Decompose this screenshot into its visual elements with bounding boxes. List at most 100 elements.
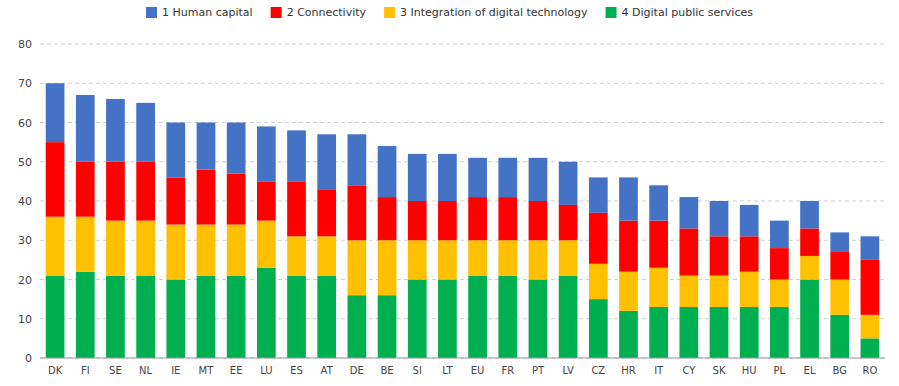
bar-segment <box>498 158 517 197</box>
bar-segment <box>559 205 578 240</box>
bar-segment <box>800 256 819 280</box>
x-tick-label: EE <box>230 365 243 376</box>
bar-segment <box>257 268 276 358</box>
bar-segment <box>529 201 548 240</box>
bar-segment <box>861 236 880 260</box>
bar-segment <box>830 315 849 358</box>
x-tick-label: BG <box>833 365 847 376</box>
bar-segment <box>227 174 246 225</box>
bar-segment <box>740 272 759 307</box>
bar-segment <box>649 268 668 307</box>
bar-segment <box>649 221 668 268</box>
bar-segment <box>197 170 216 225</box>
legend-swatch <box>384 7 395 18</box>
bar-segment <box>800 228 819 255</box>
bar-segment <box>227 276 246 358</box>
legend-swatch <box>271 7 282 18</box>
bar-segment <box>257 126 276 181</box>
bar-segment <box>46 217 65 276</box>
bar-segment <box>468 240 487 275</box>
bar-segment <box>46 83 65 142</box>
x-tick-label: IE <box>171 365 180 376</box>
bar-segment <box>589 264 608 299</box>
bar-segment <box>710 276 729 307</box>
grid <box>40 44 885 358</box>
bar-segment <box>830 280 849 315</box>
bar-segment <box>710 307 729 358</box>
bar-segment <box>76 272 95 358</box>
bar-segment <box>378 197 397 240</box>
legend-item: 4 Digital public services <box>606 6 754 19</box>
bar-segment <box>861 315 880 339</box>
x-tick-label: RO <box>862 365 877 376</box>
grid-line <box>40 44 885 45</box>
x-tick-label: SI <box>413 365 422 376</box>
bar-segment <box>136 276 155 358</box>
y-tick-label: 0 <box>25 352 32 365</box>
bar-segment <box>619 177 638 220</box>
bar-segment <box>166 123 185 178</box>
x-tick-label: LU <box>260 365 272 376</box>
legend-label: 2 Connectivity <box>287 6 367 19</box>
bar-segment <box>770 280 789 307</box>
bar-segment <box>76 162 95 217</box>
legend-swatch <box>606 7 617 18</box>
bar-segment <box>106 99 125 162</box>
bar-segment <box>46 276 65 358</box>
bar-segment <box>770 307 789 358</box>
bar-segment <box>197 123 216 170</box>
bar-segment <box>257 181 276 220</box>
bar-segment <box>498 240 517 275</box>
bar-segment <box>438 201 457 240</box>
x-tick-label: HR <box>621 365 636 376</box>
bar-segment <box>378 295 397 358</box>
bar-segment <box>770 248 789 279</box>
bar-segment <box>378 240 397 295</box>
bar-segment <box>529 280 548 359</box>
bar-segment <box>559 240 578 275</box>
bar-segment <box>257 221 276 268</box>
bar-segment <box>619 311 638 358</box>
bar-segment <box>348 240 367 295</box>
x-tick-label: PL <box>774 365 786 376</box>
bar-segment <box>76 217 95 272</box>
bar-segment <box>166 225 185 280</box>
bar-segment <box>348 134 367 185</box>
bar-segment <box>649 185 668 220</box>
legend: 1 Human capital2 Connectivity3 Integrati… <box>146 6 753 19</box>
chart: 01020304050607080DKFISENLIEMTEELUESATDEB… <box>0 0 899 386</box>
bar-segment <box>830 252 849 279</box>
bar-segment <box>740 307 759 358</box>
bar-segment <box>529 240 548 279</box>
bar-segment <box>679 197 698 228</box>
bar-segment <box>861 338 880 358</box>
bar-segment <box>438 280 457 359</box>
bar-segment <box>830 232 849 252</box>
bar-segment <box>438 154 457 201</box>
bar-segment <box>529 158 548 201</box>
bar-segment <box>468 158 487 197</box>
x-tick-label: EL <box>804 365 816 376</box>
bar-segment <box>770 221 789 248</box>
bar-segment <box>740 236 759 271</box>
x-tick-label: FR <box>501 365 514 376</box>
bar-segment <box>166 280 185 359</box>
bar-segment <box>106 162 125 221</box>
x-tick-label: IT <box>654 365 664 376</box>
bar-segment <box>468 276 487 358</box>
x-tick-label: EU <box>471 365 485 376</box>
y-tick-label: 70 <box>18 77 32 90</box>
grid-line <box>40 358 885 359</box>
bar-segment <box>106 276 125 358</box>
bar-segment <box>438 240 457 279</box>
bar-segment <box>800 201 819 228</box>
bar-segment <box>287 236 306 275</box>
bar-segment <box>559 162 578 205</box>
x-tick-label: ES <box>290 365 303 376</box>
legend-item: 1 Human capital <box>146 6 253 19</box>
bar-segment <box>498 197 517 240</box>
bar-segment <box>197 225 216 276</box>
y-tick-label: 30 <box>18 234 32 247</box>
bar-segment <box>106 221 125 276</box>
bar-segment <box>408 240 427 279</box>
